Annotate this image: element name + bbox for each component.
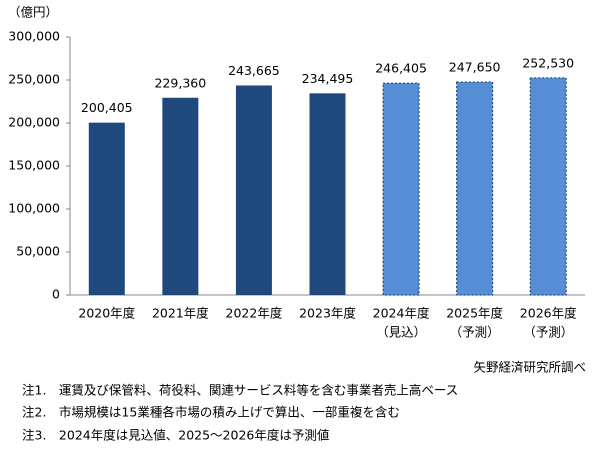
value-label: 234,495: [302, 71, 354, 86]
y-tick-label: 250,000: [8, 72, 60, 87]
note: 注1. 運賃及び保管料、荷役料、関連サービス料等を含む事業者売上高ベース: [22, 383, 458, 398]
bar: [88, 122, 125, 295]
y-tick-label: 100,000: [8, 201, 60, 216]
x-tick-label: 2026年度: [520, 306, 577, 321]
y-tick-label: 150,000: [8, 158, 60, 173]
x-tick-label: 2023年度: [299, 306, 356, 321]
x-tick-sublabel: （見込）: [376, 325, 426, 340]
value-label: 252,530: [522, 55, 574, 70]
y-tick-label: 200,000: [8, 115, 60, 130]
x-tick-label: 2020年度: [78, 306, 135, 321]
y-tick-label: 0: [52, 287, 60, 302]
source: 矢野経済研究所調べ: [473, 360, 586, 375]
y-tick-label: 50,000: [16, 244, 60, 259]
x-tick-label: 2021年度: [152, 306, 209, 321]
bar: [529, 77, 567, 296]
value-label: 229,360: [155, 75, 207, 90]
y-axis-label: （億円）: [8, 5, 58, 20]
x-tick-sublabel: （予測）: [523, 325, 573, 340]
note: 注2. 市場規模は15業種各市場の積み上げで算出、一部重複を含む: [22, 405, 400, 420]
x-tick-label: 2024年度: [373, 306, 430, 321]
bar: [162, 97, 199, 295]
x-tick-label: 2025年度: [446, 306, 503, 321]
value-label: 246,405: [375, 61, 427, 76]
x-tick-sublabel: （予測）: [450, 325, 500, 340]
y-tick-label: 300,000: [8, 29, 60, 44]
value-label: 247,650: [449, 60, 501, 75]
x-tick-label: 2022年度: [226, 306, 283, 321]
note: 注3. 2024年度は見込値、2025～2026年度は予測値: [22, 428, 329, 443]
bar: [309, 93, 346, 296]
bar: [235, 85, 272, 296]
bar: [456, 81, 494, 296]
value-label: 200,405: [81, 100, 133, 115]
value-label: 243,665: [228, 63, 280, 78]
bar: [382, 82, 420, 296]
